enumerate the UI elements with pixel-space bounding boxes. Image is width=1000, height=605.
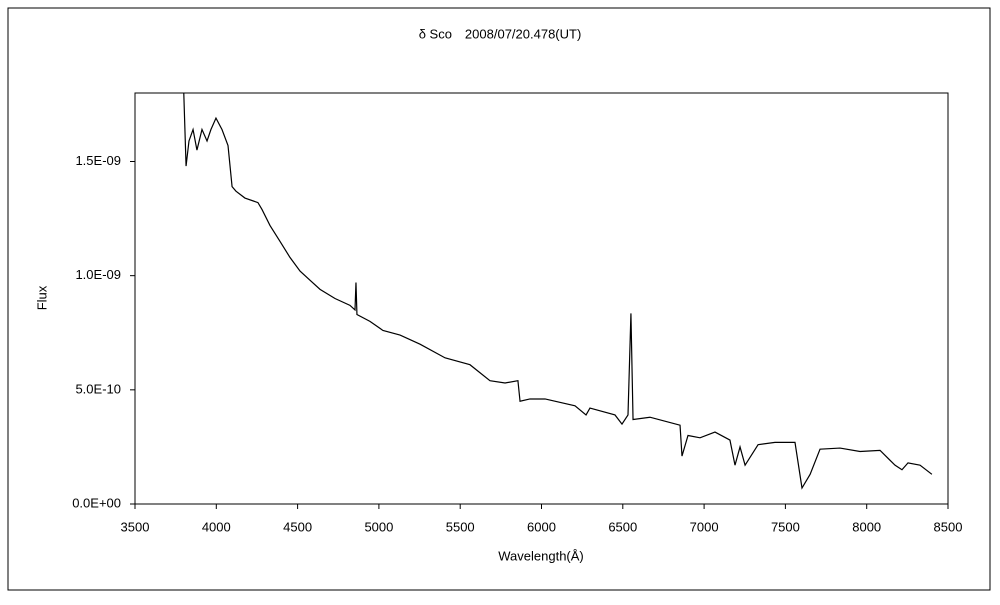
x-tick-label: 4500 [283,519,312,534]
x-axis-label: Wavelength(Å) [498,548,584,563]
x-tick-label: 6500 [608,519,637,534]
y-tick-label: 5.0E-10 [75,381,121,396]
x-tick-label: 7500 [771,519,800,534]
y-axis-label: Flux [34,285,49,310]
x-tick-label: 7000 [690,519,719,534]
x-tick-label: 3500 [121,519,150,534]
chart-frame [7,7,991,591]
x-tick-label: 5500 [446,519,475,534]
x-tick-label: 4000 [202,519,231,534]
x-tick-label: 5000 [364,519,393,534]
y-tick-label: 1.5E-09 [75,153,121,168]
y-tick-label: 0.0E+00 [72,495,121,510]
x-tick-label: 6000 [527,519,556,534]
x-tick-label: 8000 [852,519,881,534]
chart-title: δ Sco 2008/07/20.478(UT) [419,26,582,41]
spectrum-line [183,92,933,490]
y-tick-label: 1.0E-09 [75,267,121,282]
x-tick-label: 8500 [934,519,963,534]
